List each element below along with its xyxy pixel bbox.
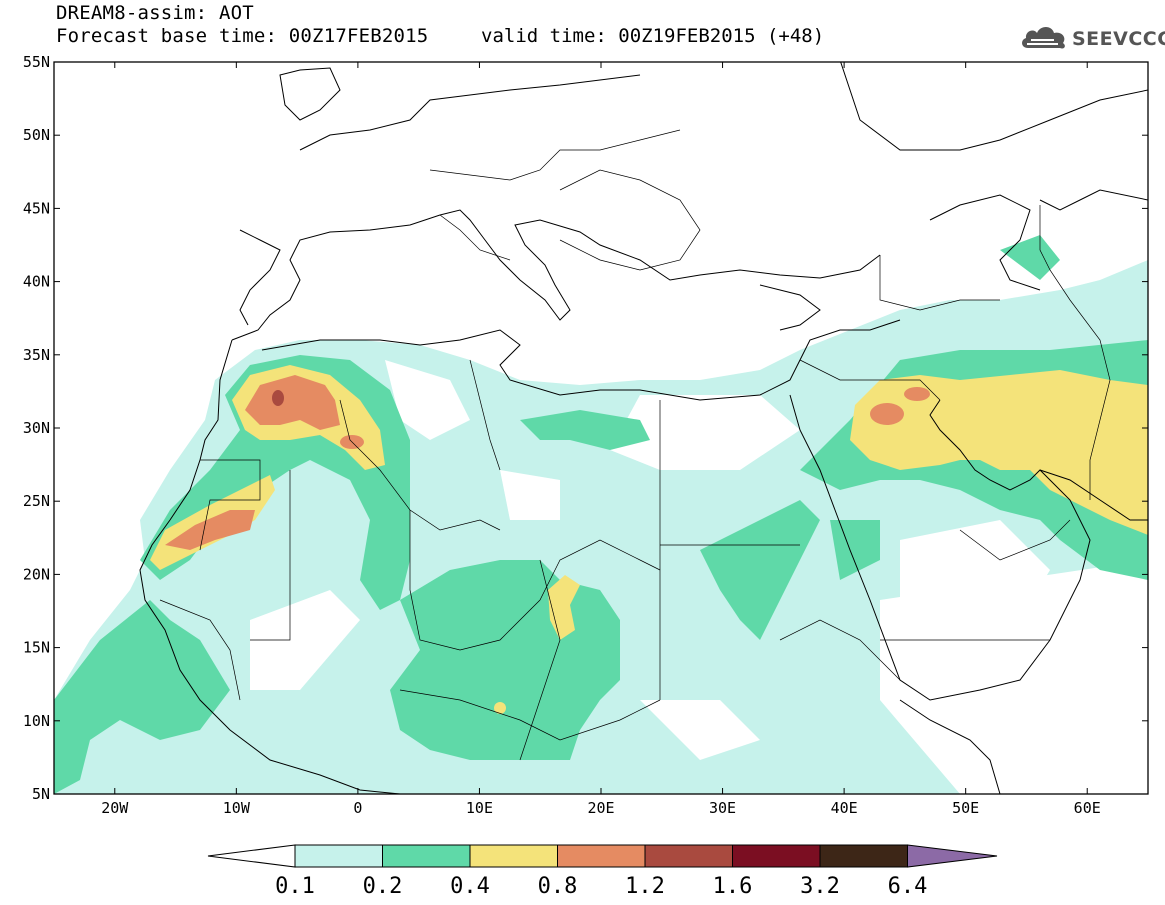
- colorbar-swatch: [382, 844, 471, 868]
- aot-clear-areas: [250, 360, 1148, 794]
- lat-label: 50N: [23, 126, 50, 144]
- lon-label: 0: [353, 799, 362, 817]
- lat-label: 25N: [23, 492, 50, 510]
- seevccc-logo: SEEVCCC: [1018, 22, 1165, 56]
- colorbar-swatch: [469, 844, 558, 868]
- colorbar-level-label: 1.6: [713, 874, 753, 899]
- lat-label: 45N: [23, 199, 50, 217]
- lon-label: 10E: [466, 799, 493, 817]
- lat-label: 55N: [23, 53, 50, 71]
- lon-label: 30E: [709, 799, 736, 817]
- lat-label: 35N: [23, 346, 50, 364]
- colorbar-swatch: [294, 844, 383, 868]
- coastlines: [139, 62, 1148, 794]
- valid-time: valid time: 00Z19FEB2015 (+48): [481, 25, 825, 47]
- lat-label: 5N: [32, 785, 50, 803]
- lat-label: 10N: [23, 712, 50, 730]
- lon-label: 60E: [1074, 799, 1101, 817]
- colorbar-swatch: [732, 844, 821, 868]
- colorbar-level-label: 6.4: [888, 874, 928, 899]
- lon-label: 20W: [101, 799, 129, 817]
- colorbar-level-label: 0.2: [363, 874, 403, 899]
- logo-text: SEEVCCC: [1072, 28, 1165, 50]
- colorbar-level-label: 0.8: [538, 874, 578, 899]
- colorbar-level-label: 0.4: [450, 874, 490, 899]
- lat-label: 15N: [23, 639, 50, 657]
- longitude-labels: 20W 10W 0 10E 20E 30E 40E 50E 60E: [101, 799, 1101, 817]
- axis-ticks: [54, 61, 1148, 795]
- aot-level-1.2: [272, 390, 284, 406]
- lon-label: 40E: [831, 799, 858, 817]
- latitude-labels: 55N 50N 45N 40N 35N 30N 25N 20N 15N 10N 5N: [23, 53, 50, 803]
- colorbar-swatch: [557, 844, 646, 868]
- lon-label: 10W: [223, 799, 251, 817]
- country-borders: [159, 129, 1111, 761]
- colorbar-min-arrow: [207, 844, 296, 868]
- colorbar-swatch: [819, 844, 908, 868]
- lat-label: 20N: [23, 565, 50, 583]
- lat-label: 40N: [23, 273, 50, 291]
- chart-title: DREAM8-assim: AOT: [56, 2, 254, 24]
- lon-label: 50E: [952, 799, 979, 817]
- aot-level-0.8: [165, 375, 930, 550]
- cloud-icon: [1022, 27, 1065, 49]
- colorbar-max-arrow: [907, 844, 998, 868]
- colorbar-level-label: 1.2: [625, 874, 665, 899]
- colorbar-swatch: [644, 844, 733, 868]
- forecast-base-time: Forecast base time: 00Z17FEB2015: [56, 25, 429, 47]
- colorbar-level-label: 3.2: [800, 874, 840, 899]
- lon-label: 20E: [587, 799, 614, 817]
- colorbar-level-label: 0.1: [275, 874, 315, 899]
- lat-label: 30N: [23, 419, 50, 437]
